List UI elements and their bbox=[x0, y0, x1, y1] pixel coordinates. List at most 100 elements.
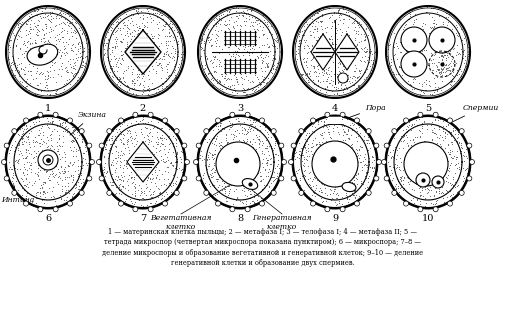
Circle shape bbox=[24, 118, 28, 123]
Circle shape bbox=[448, 118, 452, 123]
Circle shape bbox=[429, 27, 455, 53]
Circle shape bbox=[310, 201, 316, 206]
Circle shape bbox=[12, 190, 17, 195]
Polygon shape bbox=[311, 34, 335, 70]
Circle shape bbox=[133, 112, 138, 117]
Circle shape bbox=[96, 160, 102, 164]
Circle shape bbox=[245, 112, 250, 117]
Text: 10: 10 bbox=[422, 214, 434, 223]
Circle shape bbox=[401, 27, 427, 53]
Circle shape bbox=[230, 112, 235, 117]
Circle shape bbox=[459, 190, 464, 195]
Text: 7: 7 bbox=[140, 214, 146, 223]
Circle shape bbox=[4, 176, 9, 181]
Circle shape bbox=[271, 190, 276, 195]
Circle shape bbox=[433, 207, 438, 212]
Circle shape bbox=[89, 160, 95, 164]
Polygon shape bbox=[335, 34, 359, 70]
Circle shape bbox=[281, 160, 287, 164]
Circle shape bbox=[99, 143, 104, 148]
Circle shape bbox=[216, 201, 220, 206]
Text: Генеративная
клетко: Генеративная клетко bbox=[252, 214, 312, 231]
Circle shape bbox=[355, 201, 359, 206]
Circle shape bbox=[291, 176, 296, 181]
Circle shape bbox=[163, 201, 167, 206]
Circle shape bbox=[404, 142, 448, 186]
Circle shape bbox=[259, 118, 265, 123]
Text: Пора: Пора bbox=[348, 104, 386, 118]
Circle shape bbox=[448, 201, 452, 206]
Circle shape bbox=[338, 73, 348, 83]
Text: 4: 4 bbox=[332, 104, 338, 113]
Circle shape bbox=[38, 207, 43, 212]
Circle shape bbox=[291, 143, 296, 148]
Circle shape bbox=[196, 176, 201, 181]
Text: 1: 1 bbox=[45, 104, 51, 113]
Circle shape bbox=[279, 176, 284, 181]
Circle shape bbox=[67, 201, 73, 206]
Circle shape bbox=[148, 207, 153, 212]
Polygon shape bbox=[125, 30, 161, 74]
Circle shape bbox=[4, 143, 9, 148]
Circle shape bbox=[107, 190, 112, 195]
Polygon shape bbox=[27, 44, 58, 65]
Text: Вегетативная
клетко: Вегетативная клетко bbox=[150, 214, 211, 231]
Circle shape bbox=[99, 176, 104, 181]
Circle shape bbox=[384, 143, 389, 148]
Circle shape bbox=[216, 142, 260, 186]
Circle shape bbox=[194, 160, 198, 164]
Circle shape bbox=[299, 190, 304, 195]
Circle shape bbox=[299, 129, 304, 134]
Circle shape bbox=[118, 201, 124, 206]
Circle shape bbox=[204, 190, 209, 195]
Circle shape bbox=[325, 112, 330, 117]
Circle shape bbox=[366, 129, 371, 134]
Circle shape bbox=[53, 112, 58, 117]
Circle shape bbox=[418, 112, 423, 117]
Circle shape bbox=[67, 118, 73, 123]
Circle shape bbox=[288, 160, 294, 164]
Circle shape bbox=[401, 51, 427, 77]
Circle shape bbox=[355, 118, 359, 123]
Circle shape bbox=[340, 207, 345, 212]
Circle shape bbox=[459, 129, 464, 134]
Circle shape bbox=[340, 112, 345, 117]
Circle shape bbox=[403, 118, 409, 123]
Circle shape bbox=[271, 129, 276, 134]
Circle shape bbox=[416, 173, 430, 187]
Circle shape bbox=[2, 160, 6, 164]
Circle shape bbox=[163, 118, 167, 123]
Circle shape bbox=[418, 207, 423, 212]
Circle shape bbox=[470, 160, 474, 164]
Circle shape bbox=[310, 118, 316, 123]
Circle shape bbox=[24, 201, 28, 206]
Text: 2: 2 bbox=[140, 104, 146, 113]
Text: 8: 8 bbox=[237, 214, 243, 223]
Circle shape bbox=[374, 176, 379, 181]
Circle shape bbox=[53, 207, 58, 212]
Circle shape bbox=[38, 112, 43, 117]
Circle shape bbox=[216, 118, 220, 123]
Polygon shape bbox=[222, 30, 258, 46]
Circle shape bbox=[467, 143, 472, 148]
Circle shape bbox=[366, 190, 371, 195]
Circle shape bbox=[196, 143, 201, 148]
Circle shape bbox=[325, 207, 330, 212]
Ellipse shape bbox=[242, 178, 258, 189]
Circle shape bbox=[174, 129, 179, 134]
Circle shape bbox=[204, 129, 209, 134]
Circle shape bbox=[12, 129, 17, 134]
Circle shape bbox=[185, 160, 189, 164]
Circle shape bbox=[230, 207, 235, 212]
Circle shape bbox=[79, 190, 84, 195]
Text: Интина: Интина bbox=[1, 185, 34, 204]
Circle shape bbox=[374, 143, 379, 148]
Circle shape bbox=[392, 129, 397, 134]
Circle shape bbox=[467, 176, 472, 181]
Circle shape bbox=[392, 190, 397, 195]
Circle shape bbox=[118, 118, 124, 123]
Text: 5: 5 bbox=[425, 104, 431, 113]
Circle shape bbox=[245, 207, 250, 212]
Circle shape bbox=[79, 129, 84, 134]
Circle shape bbox=[312, 141, 358, 187]
